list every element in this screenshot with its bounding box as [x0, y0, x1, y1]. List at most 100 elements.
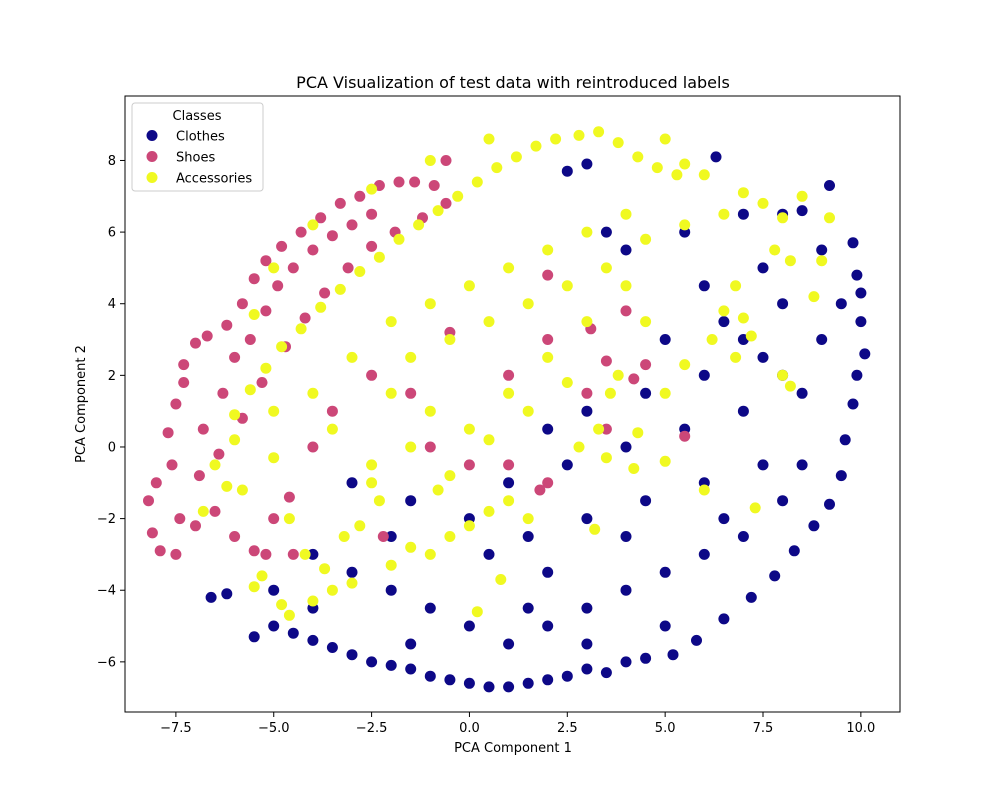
- y-tick-label: 8: [108, 154, 116, 169]
- data-point-clothes-82: [835, 298, 847, 310]
- data-point-clothes-90: [542, 423, 554, 435]
- data-point-accessories-16: [424, 548, 436, 560]
- data-point-accessories-10: [326, 584, 338, 596]
- data-point-shoes-62: [503, 459, 515, 471]
- data-point-accessories-55: [268, 262, 280, 274]
- data-point-accessories-75: [581, 226, 593, 238]
- data-point-accessories-106: [745, 330, 757, 342]
- data-point-clothes-44: [581, 158, 593, 170]
- data-point-shoes-34: [307, 244, 319, 256]
- data-point-clothes-6: [326, 642, 338, 653]
- data-point-accessories-114: [749, 502, 761, 514]
- data-point-clothes-18: [561, 670, 573, 682]
- x-tick-label: −7.5: [160, 721, 192, 736]
- data-point-accessories-40: [530, 140, 542, 152]
- data-point-shoes-58: [366, 369, 378, 381]
- data-point-shoes-41: [248, 545, 260, 557]
- data-point-shoes-69: [542, 334, 554, 345]
- data-point-accessories-46: [651, 162, 663, 174]
- data-point-clothes-56: [659, 566, 671, 578]
- data-point-accessories-111: [628, 463, 640, 474]
- data-point-clothes-8: [366, 656, 378, 668]
- data-point-accessories-25: [244, 384, 256, 396]
- data-point-accessories-26: [260, 362, 272, 374]
- data-point-shoes-42: [190, 520, 201, 532]
- data-point-clothes-35: [859, 348, 871, 360]
- data-point-shoes-68: [640, 359, 652, 371]
- y-tick-label: 2: [108, 369, 116, 384]
- data-point-shoes-33: [287, 262, 299, 274]
- x-tick-label: 0.0: [459, 721, 480, 736]
- data-point-clothes-33: [847, 398, 859, 410]
- data-point-shoes-45: [256, 377, 268, 388]
- data-point-accessories-47: [671, 169, 683, 181]
- data-point-accessories-30: [334, 283, 346, 295]
- data-point-clothes-36: [855, 316, 867, 328]
- x-tick-label: 2.5: [557, 721, 578, 736]
- data-point-accessories-112: [600, 452, 612, 464]
- data-point-shoes-55: [283, 491, 295, 503]
- data-point-clothes-99: [581, 638, 593, 650]
- data-point-shoes-73: [260, 548, 272, 560]
- data-point-clothes-53: [542, 620, 554, 632]
- data-point-accessories-37: [471, 176, 483, 188]
- data-point-accessories-113: [698, 484, 710, 496]
- data-point-clothes-65: [640, 495, 652, 507]
- data-point-shoes-25: [440, 155, 452, 166]
- data-point-shoes-63: [542, 477, 554, 489]
- legend-box: [131, 102, 264, 192]
- data-point-accessories-96: [620, 280, 632, 292]
- data-point-accessories-58: [424, 405, 436, 417]
- data-point-shoes-23: [393, 176, 405, 188]
- data-point-clothes-17: [542, 674, 554, 686]
- data-point-clothes-49: [385, 584, 397, 596]
- data-point-accessories-115: [589, 523, 601, 535]
- data-point-accessories-83: [640, 233, 652, 245]
- data-point-shoes-67: [620, 305, 632, 317]
- data-point-accessories-86: [757, 197, 769, 209]
- data-point-shoes-59: [405, 387, 417, 399]
- data-point-accessories-79: [483, 316, 495, 328]
- data-point-clothes-96: [718, 513, 730, 525]
- x-tick-label: −5.0: [258, 721, 290, 736]
- data-point-clothes-3: [268, 620, 280, 632]
- data-point-shoes-35: [326, 230, 338, 242]
- data-point-accessories-93: [730, 280, 742, 292]
- data-point-shoes-61: [463, 459, 475, 471]
- legend: Classes Clothes Shoes Accessories: [131, 102, 264, 192]
- data-point-shoes-60: [424, 441, 436, 453]
- data-point-shoes-38: [193, 470, 205, 482]
- data-point-shoes-37: [366, 208, 378, 220]
- data-point-accessories-52: [424, 155, 436, 166]
- data-point-accessories-34: [413, 219, 425, 231]
- data-point-clothes-52: [503, 638, 515, 650]
- data-point-clothes-2: [248, 631, 260, 643]
- data-point-accessories-63: [326, 423, 338, 435]
- legend-title: Classes: [173, 109, 222, 124]
- data-point-clothes-40: [824, 180, 835, 191]
- legend-label-clothes: Clothes: [176, 130, 225, 145]
- data-point-accessories-71: [424, 298, 436, 310]
- legend-label-accessories: Accessories: [176, 172, 252, 187]
- data-point-clothes-75: [640, 387, 652, 399]
- data-point-clothes-88: [737, 208, 749, 220]
- data-point-accessories-102: [659, 387, 671, 399]
- data-point-shoes-49: [342, 262, 354, 274]
- x-tick-label: 10.0: [846, 721, 875, 736]
- data-point-shoes-1: [143, 495, 154, 507]
- data-point-accessories-65: [405, 441, 417, 453]
- data-point-shoes-14: [236, 298, 248, 310]
- data-point-shoes-27: [197, 423, 209, 435]
- data-point-clothes-1: [221, 588, 233, 600]
- data-point-accessories-36: [452, 190, 464, 202]
- data-point-clothes-31: [835, 470, 847, 482]
- data-point-accessories-22: [471, 606, 483, 618]
- legend-marker-clothes: [146, 130, 158, 141]
- data-point-clothes-73: [796, 387, 808, 399]
- data-point-accessories-8: [299, 548, 311, 560]
- data-point-accessories-123: [373, 495, 385, 507]
- y-tick-label: 6: [108, 226, 116, 241]
- data-point-shoes-21: [354, 190, 366, 202]
- data-point-accessories-70: [385, 316, 397, 328]
- data-point-accessories-15: [405, 541, 417, 553]
